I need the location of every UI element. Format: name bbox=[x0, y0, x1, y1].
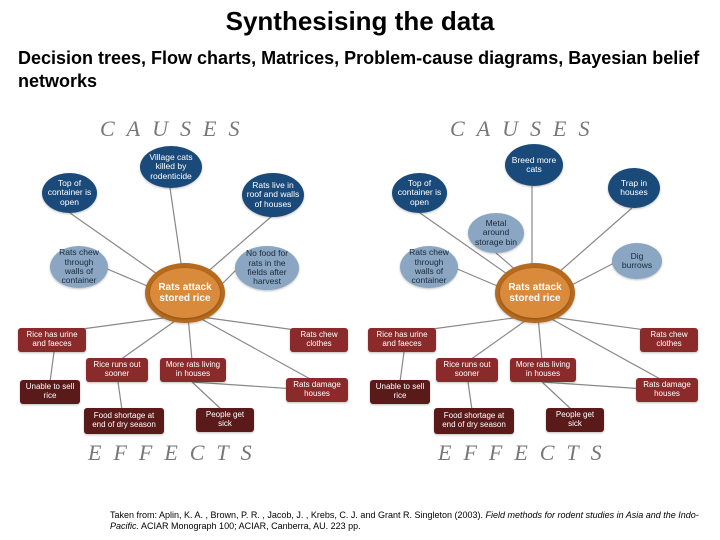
effect-6: Food shortage at end of dry season bbox=[84, 408, 164, 434]
effect-3: Rats chew clothes bbox=[290, 328, 348, 352]
cause-outer-1: Breed more cats bbox=[505, 144, 563, 186]
effect-0: Rice has urine and faeces bbox=[368, 328, 436, 352]
page-title: Synthesising the data bbox=[0, 0, 720, 37]
cause-outer-2: Trap in houses bbox=[608, 168, 660, 208]
citation-suffix: ACIAR Monograph 100; ACIAR, Canberra, AU… bbox=[139, 521, 361, 531]
cause-inner-1: No food for rats in the fields after har… bbox=[235, 246, 299, 290]
effect-3: Rats chew clothes bbox=[640, 328, 698, 352]
center-node: Rats attack stored rice bbox=[150, 268, 220, 318]
citation-prefix: Taken from: Aplin, K. A. , Brown, P. R. … bbox=[110, 510, 486, 520]
effect-1: Rice runs out sooner bbox=[436, 358, 498, 382]
effect-6: Food shortage at end of dry season bbox=[434, 408, 514, 434]
panel-left: CAUSES EFFECTS Rats attack stored rice Top … bbox=[10, 118, 360, 478]
cause-inner-0: Metal around storage bin bbox=[468, 213, 524, 253]
effect-4: Rats damage houses bbox=[636, 378, 698, 402]
diagram-area: CAUSES EFFECTS Rats attack stored rice Top … bbox=[0, 118, 720, 478]
effect-2: More rats living in houses bbox=[510, 358, 576, 382]
center-node: Rats attack stored rice bbox=[500, 268, 570, 318]
citation: Taken from: Aplin, K. A. , Brown, P. R. … bbox=[110, 510, 700, 533]
cause-inner-2: Dig burrows bbox=[612, 243, 662, 279]
effect-5: Unable to sell rice bbox=[370, 380, 430, 404]
effects-label: EFFECTS bbox=[88, 440, 264, 466]
panel-right: CAUSES EFFECTS Rats attack stored rice Top … bbox=[360, 118, 710, 478]
cause-inner-1: Rats chew through walls of container bbox=[400, 246, 458, 288]
effect-0: Rice has urine and faeces bbox=[18, 328, 86, 352]
effects-label: EFFECTS bbox=[438, 440, 614, 466]
effect-7: People get sick bbox=[546, 408, 604, 432]
causes-label: CAUSES bbox=[100, 116, 251, 142]
effect-7: People get sick bbox=[196, 408, 254, 432]
effect-2: More rats living in houses bbox=[160, 358, 226, 382]
cause-outer-0: Top of container is open bbox=[392, 173, 447, 213]
effect-1: Rice runs out sooner bbox=[86, 358, 148, 382]
cause-outer-1: Village cats killed by rodenticide bbox=[140, 146, 202, 188]
cause-outer-0: Top of container is open bbox=[42, 173, 97, 213]
effect-4: Rats damage houses bbox=[286, 378, 348, 402]
effect-5: Unable to sell rice bbox=[20, 380, 80, 404]
page-subtitle: Decision trees, Flow charts, Matrices, P… bbox=[0, 37, 720, 96]
cause-inner-0: Rats chew through walls of container bbox=[50, 246, 108, 288]
causes-label: CAUSES bbox=[450, 116, 601, 142]
cause-outer-2: Rats live in roof and walls of houses bbox=[242, 173, 304, 217]
